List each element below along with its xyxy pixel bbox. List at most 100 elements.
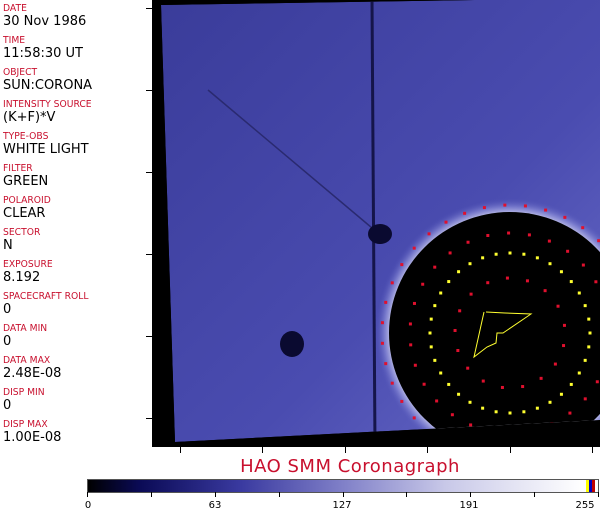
field-value: 11:58:30 UT xyxy=(3,46,83,61)
red-marker xyxy=(597,239,600,243)
red-marker xyxy=(444,220,448,224)
red-marker xyxy=(453,328,457,332)
field-value: 0 xyxy=(3,334,12,349)
colorbar-end-stripe xyxy=(592,480,595,492)
red-marker xyxy=(409,343,413,347)
yellow-marker xyxy=(481,406,485,410)
red-marker xyxy=(413,363,417,367)
field-object: OBJECT SUN:CORONA xyxy=(3,67,92,93)
colorbar-tick xyxy=(150,492,152,497)
yellow-marker xyxy=(468,262,472,266)
chart-title: HAO SMM Coronagraph xyxy=(240,456,460,477)
yellow-marker xyxy=(583,304,587,308)
field-label: DATA MAX xyxy=(3,355,51,366)
field-label: POLAROID xyxy=(3,195,51,206)
yellow-marker xyxy=(577,371,581,375)
red-marker xyxy=(463,211,467,215)
yellow-marker xyxy=(548,400,552,404)
field-label: TIME xyxy=(3,35,26,46)
red-marker xyxy=(486,281,490,285)
red-marker xyxy=(486,233,490,237)
field-exposure: EXPOSURE 8.192 xyxy=(3,259,57,285)
colorbar-tick-label: 0 xyxy=(84,500,92,511)
red-marker xyxy=(422,382,426,386)
colorbar-tick xyxy=(406,492,408,497)
colorbar-tick-label: 255 xyxy=(575,500,595,511)
field-label: TYPE-OBS xyxy=(3,131,49,142)
colorbar-tick-label: 127 xyxy=(332,500,352,511)
red-marker xyxy=(427,232,431,236)
field-label: SECTOR xyxy=(3,227,41,238)
red-marker xyxy=(544,208,548,212)
yellow-marker xyxy=(587,317,591,321)
red-marker xyxy=(581,263,585,267)
yellow-marker xyxy=(428,331,432,335)
red-marker xyxy=(543,289,547,293)
yellow-marker xyxy=(508,411,512,415)
red-marker xyxy=(563,215,567,219)
red-marker xyxy=(412,416,416,420)
yellow-marker xyxy=(481,256,485,260)
red-marker xyxy=(435,399,439,403)
red-marker xyxy=(380,321,384,325)
red-marker xyxy=(390,281,394,285)
colorbar-end-stripe xyxy=(589,480,592,492)
red-marker xyxy=(521,385,525,389)
red-marker xyxy=(400,399,404,403)
field-filter: FILTER GREEN xyxy=(3,163,48,189)
red-marker xyxy=(553,362,557,366)
red-marker xyxy=(466,366,470,370)
colorbar-tick xyxy=(470,492,472,497)
yellow-marker xyxy=(587,345,591,349)
yellow-marker xyxy=(494,410,498,414)
axis-tick xyxy=(146,418,152,419)
field-time: TIME 11:58:30 UT xyxy=(3,35,83,61)
yellow-marker xyxy=(429,317,433,321)
yellow-marker xyxy=(433,358,437,362)
occulter-disk xyxy=(389,212,600,442)
field-value: 2.48E-08 xyxy=(3,366,62,381)
red-marker xyxy=(380,341,384,345)
yellow-marker xyxy=(439,371,443,375)
field-label: OBJECT xyxy=(3,67,38,78)
field-spacecraft-roll: SPACECRAFT ROLL 0 xyxy=(3,291,96,317)
red-marker xyxy=(507,231,511,235)
yellow-marker xyxy=(569,280,573,284)
red-marker xyxy=(412,301,416,305)
red-marker xyxy=(556,304,560,308)
red-marker xyxy=(469,292,473,296)
red-marker xyxy=(400,263,404,267)
red-marker xyxy=(527,233,531,237)
field-value: 0 xyxy=(3,398,12,413)
red-marker xyxy=(482,206,486,210)
colorbar-tick xyxy=(534,492,536,497)
red-marker xyxy=(539,376,543,380)
red-marker xyxy=(412,246,416,250)
yellow-marker xyxy=(522,252,526,256)
red-marker xyxy=(583,397,587,401)
red-marker xyxy=(458,309,462,313)
field-label: EXPOSURE xyxy=(3,259,53,270)
red-marker xyxy=(503,203,507,207)
field-label: SPACECRAFT ROLL xyxy=(3,291,89,302)
red-marker xyxy=(481,379,485,383)
axis-tick xyxy=(146,172,152,173)
red-marker xyxy=(505,276,509,280)
field-value: CLEAR xyxy=(3,206,46,221)
yellow-marker xyxy=(522,410,526,414)
yellow-marker xyxy=(457,392,461,396)
red-marker xyxy=(562,344,566,348)
colorbar-tick xyxy=(598,492,599,497)
colorbar-tick-label: 63 xyxy=(208,500,222,511)
axis-tick xyxy=(146,8,152,9)
yellow-marker xyxy=(535,406,539,410)
metadata-panel xyxy=(0,0,153,447)
red-marker xyxy=(384,362,388,366)
field-value: SUN:CORONA xyxy=(3,78,93,93)
red-marker xyxy=(568,411,572,415)
field-label: DATE xyxy=(3,3,27,14)
axis-tick xyxy=(262,447,263,453)
field-polaroid: POLAROID CLEAR xyxy=(3,195,55,221)
field-value: GREEN xyxy=(3,174,49,189)
axis-tick xyxy=(510,447,511,453)
